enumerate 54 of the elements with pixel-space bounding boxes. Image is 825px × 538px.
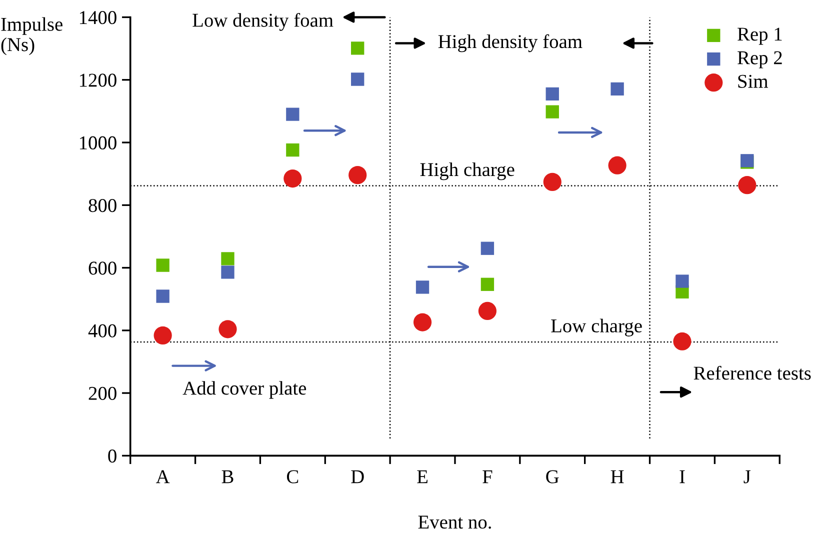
point [673,332,692,350]
x-axis-title: Event no. [418,516,491,529]
x-tick-label: F [482,470,492,484]
x-tick-label: A [156,470,170,484]
point [156,290,170,303]
point [610,82,624,96]
y-axis-title: Impulse (Ns) [1,17,62,56]
x-tick-label: H [610,470,624,484]
x-tick-label: B [222,470,234,484]
annotation: Low density foam [192,12,334,31]
y-tick-label: 400 [88,324,116,338]
point [221,266,234,279]
legend-label: Rep 1 [738,28,782,45]
point [543,172,562,192]
y-tick-label: 600 [88,262,116,275]
annotation: Reference tests [694,366,811,380]
point [156,258,170,272]
y-tick-label: 200 [88,386,116,400]
point [738,176,756,194]
y-tick-label: 1400 [80,11,116,24]
x-tick-label: D [351,470,364,484]
y-tick-label: 0 [108,450,116,463]
x-tick-label: I [680,470,685,484]
point [286,143,300,157]
point [154,326,172,344]
y-tick-label: 1200 [80,74,116,87]
y-tick-label: 800 [88,198,116,212]
ref-line-label: High charge [420,162,514,180]
point [546,87,559,101]
point [480,278,494,291]
point [286,108,300,121]
point [284,169,302,188]
point [546,105,559,118]
point [608,156,626,174]
x-tick-label: J [744,470,751,484]
point [221,252,234,266]
ref-line-label: Low charge [551,318,642,336]
point [478,302,497,320]
x-tick-label: G [546,470,559,484]
legend-label: Rep 2 [738,51,782,68]
y-tick-label: 1000 [80,136,116,150]
point [348,166,367,184]
annotation: High density foam [438,34,582,52]
x-tick-label: E [417,470,428,484]
point [218,320,237,338]
point [416,280,430,294]
point [351,72,364,86]
legend-label: Sim [738,74,768,88]
annotation: Add cover plate [182,381,306,399]
point [351,42,364,55]
point [413,313,432,332]
point [480,242,494,255]
point [676,274,689,288]
x-tick-label: C [286,470,298,484]
